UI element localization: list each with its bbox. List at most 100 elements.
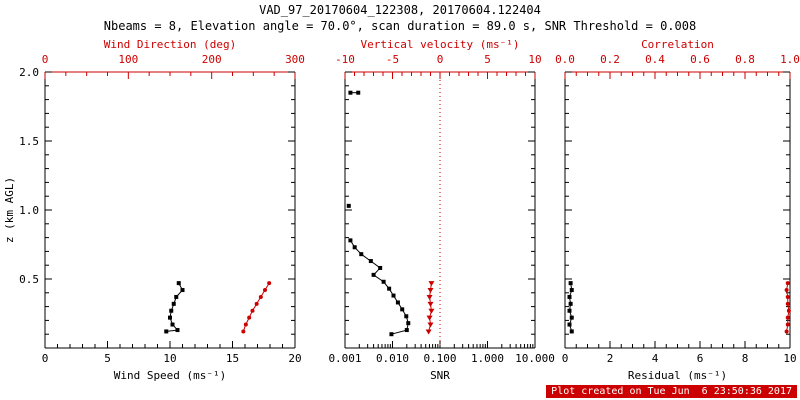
series-wind-direction-marker xyxy=(258,294,263,299)
series-residual-marker xyxy=(568,281,573,286)
series-wind-direction-marker xyxy=(267,281,272,286)
top-tick-label: 10 xyxy=(528,53,541,66)
series-wind-speed-marker xyxy=(169,308,174,313)
series-vertical-velocity-marker xyxy=(427,301,434,307)
series-snr-isolated-upper-marker xyxy=(356,90,361,95)
bottom-axis-title: SNR xyxy=(430,369,450,382)
series-correlation-marker xyxy=(785,301,790,306)
plot-title: VAD_97_20170604_122308, 20170604.122404 xyxy=(259,3,541,17)
series-wind-speed-marker xyxy=(168,315,172,320)
y-tick-label: 1.0 xyxy=(19,204,39,217)
series-wind-speed-marker xyxy=(175,328,180,333)
x-tick-label: 0 xyxy=(42,352,49,365)
series-wind-speed-marker xyxy=(164,329,169,334)
top-tick-label: 200 xyxy=(202,53,222,66)
top-axis-title: Wind Direction (deg) xyxy=(104,38,236,51)
x-tick-label: 10 xyxy=(163,352,176,365)
series-vertical-velocity-marker xyxy=(426,294,433,300)
series-vertical-velocity-marker xyxy=(428,308,435,314)
plot-subtitle: Nbeams = 8, Elevation angle = 70.0°, sca… xyxy=(103,19,697,33)
series-vertical-velocity-marker xyxy=(426,315,433,321)
bottom-axis-title: Residual (ms⁻¹) xyxy=(628,369,727,382)
plot-created-stamp: Plot created on Tue Jun 6 23:50:36 2017 xyxy=(546,385,797,398)
x-tick-label: 0.100 xyxy=(423,352,456,365)
series-correlation-marker xyxy=(786,308,791,313)
series-snr-profile-marker xyxy=(381,279,386,284)
x-tick-label: 0.001 xyxy=(328,352,361,365)
top-tick-label: 0.2 xyxy=(600,53,620,66)
series-snr-profile-marker xyxy=(406,321,411,326)
series-vertical-velocity-marker xyxy=(425,329,432,335)
top-tick-label: 300 xyxy=(285,53,305,66)
series-snr-profile-marker xyxy=(378,265,383,270)
series-wind-speed-marker xyxy=(176,281,181,286)
series-correlation-marker xyxy=(785,322,790,327)
series-snr-profile-marker xyxy=(404,328,409,333)
y-tick-label: 0.5 xyxy=(19,273,39,286)
series-correlation-marker xyxy=(784,288,789,293)
series-snr-isolated-mid-marker xyxy=(346,203,351,208)
top-tick-label: 100 xyxy=(118,53,138,66)
series-snr-profile-marker xyxy=(368,259,373,264)
top-tick-label: 1.0 xyxy=(780,53,800,66)
series-wind-direction-marker xyxy=(250,308,255,313)
series-snr-profile-marker xyxy=(395,300,400,305)
top-tick-label: 0 xyxy=(437,53,444,66)
series-snr-profile-marker xyxy=(359,252,364,257)
y-axis-title: z (km AGL) xyxy=(3,177,16,243)
series-correlation-marker xyxy=(785,315,790,320)
y-tick-label: 2.0 xyxy=(19,66,39,79)
top-axis-title: Vertical velocity (ms⁻¹) xyxy=(361,38,520,51)
series-residual-marker xyxy=(569,288,574,293)
x-tick-label: 5 xyxy=(104,352,111,365)
series-vertical-velocity-marker xyxy=(427,288,434,294)
x-tick-label: 2 xyxy=(607,352,614,365)
top-tick-label: 0.0 xyxy=(555,53,575,66)
x-tick-label: 0 xyxy=(562,352,569,365)
series-residual-marker xyxy=(567,322,572,327)
x-tick-label: 6 xyxy=(697,352,704,365)
series-snr-profile-line xyxy=(349,240,409,335)
series-wind-direction-marker xyxy=(247,315,252,320)
x-tick-label: 10 xyxy=(783,352,796,365)
x-tick-label: 4 xyxy=(652,352,659,365)
series-snr-profile-marker xyxy=(400,307,405,312)
top-tick-label: 0.8 xyxy=(735,53,755,66)
series-wind-speed-marker xyxy=(171,301,176,306)
series-correlation-marker xyxy=(784,329,789,334)
series-snr-profile-marker xyxy=(348,238,353,243)
x-tick-label: 15 xyxy=(226,352,239,365)
x-tick-label: 10.000 xyxy=(515,352,555,365)
bottom-axis-title: Wind Speed (ms⁻¹) xyxy=(114,369,227,382)
series-wind-speed-marker xyxy=(174,294,179,299)
series-correlation-marker xyxy=(785,281,790,286)
series-snr-profile-marker xyxy=(387,286,392,291)
series-wind-direction-marker xyxy=(254,301,259,306)
series-snr-profile-marker xyxy=(352,245,357,250)
top-tick-label: 0.6 xyxy=(690,53,710,66)
top-tick-label: 0.4 xyxy=(645,53,665,66)
y-tick-label: 1.5 xyxy=(19,135,39,148)
series-snr-profile-marker xyxy=(389,332,394,337)
top-tick-label: -10 xyxy=(335,53,355,66)
series-residual-marker xyxy=(567,308,572,313)
series-residual-marker xyxy=(569,315,574,320)
series-residual-marker xyxy=(568,301,573,306)
top-tick-label: 0 xyxy=(42,53,49,66)
series-wind-direction-marker xyxy=(263,288,267,293)
series-snr-profile-marker xyxy=(371,272,376,277)
series-wind-direction-marker xyxy=(243,322,248,327)
series-snr-isolated-upper-marker xyxy=(348,90,353,95)
series-snr-profile-marker xyxy=(391,293,396,298)
series-wind-speed-marker xyxy=(170,322,175,327)
series-residual-marker xyxy=(569,329,574,334)
series-wind-direction-marker xyxy=(241,329,246,334)
series-wind-speed-marker xyxy=(180,288,185,293)
series-vertical-velocity-marker xyxy=(427,322,434,328)
series-correlation-marker xyxy=(785,294,790,299)
top-tick-label: 5 xyxy=(484,53,491,66)
top-tick-label: -5 xyxy=(386,53,399,66)
top-axis-title: Correlation xyxy=(641,38,714,51)
